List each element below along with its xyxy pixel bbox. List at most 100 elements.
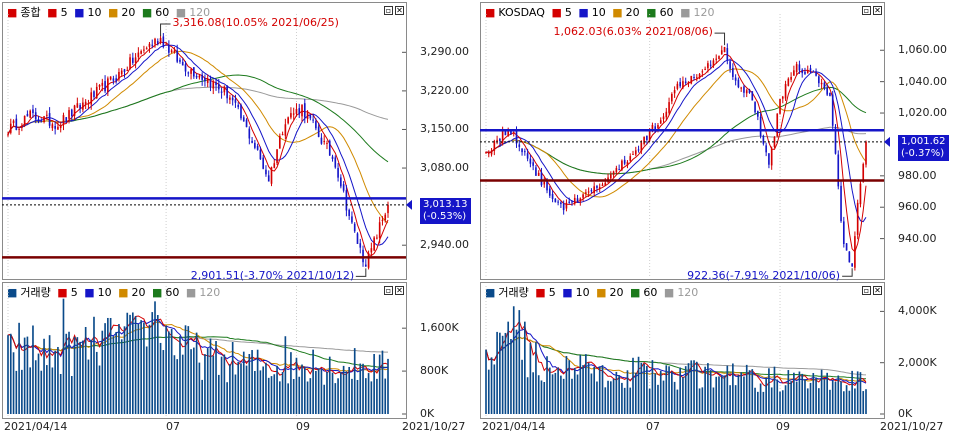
max-leader (160, 23, 171, 36)
volume-bar (9, 333, 12, 414)
close-icon[interactable]: ✕ (395, 286, 404, 295)
candle-body (779, 98, 781, 114)
maximize-icon[interactable]: ▫ (862, 6, 871, 15)
candle-body (790, 76, 792, 80)
volume-bar (57, 346, 59, 414)
candle-body (659, 120, 662, 124)
volume-bar (518, 310, 521, 414)
candle-body (87, 103, 90, 105)
volume-bar (270, 376, 273, 414)
volume-bar (671, 371, 673, 414)
candle-body (576, 198, 579, 202)
volume-bar (29, 367, 32, 414)
volume-bar (806, 388, 809, 414)
candle-body (585, 192, 587, 194)
volume-bar (512, 306, 515, 414)
candle-body (651, 124, 654, 131)
vol-ma10-line (7, 319, 389, 374)
volume-bar (840, 381, 842, 414)
volume-bar (315, 371, 317, 414)
volume-bar (359, 363, 362, 414)
maximize-icon[interactable]: ▫ (384, 286, 393, 295)
close-icon[interactable]: ✕ (873, 286, 882, 295)
volume-bar (593, 366, 596, 414)
candle-body (328, 140, 331, 156)
volume-bar (356, 379, 359, 414)
candle-body (145, 48, 148, 50)
volume-bar (18, 322, 20, 414)
candle-body (579, 198, 582, 202)
volume-bar (551, 374, 554, 414)
candle-body (701, 71, 704, 73)
candle-body (26, 113, 29, 117)
candle-body (615, 168, 618, 173)
candle-body (490, 150, 493, 155)
left-volume-legend: ■ 거래량 ■ 5 ■ 10 ■ 20 ■ 60 ■ 120 (7, 286, 221, 299)
candle-body (351, 216, 353, 223)
volume-bar (651, 360, 654, 414)
y-tick-label: 3,220.00 (420, 83, 469, 97)
candle-body (768, 153, 770, 165)
candle-body (840, 185, 842, 222)
candle-body (256, 145, 259, 150)
maximize-icon[interactable]: ▫ (862, 286, 871, 295)
volume-bar (373, 353, 375, 414)
volume-bar (70, 376, 73, 414)
candle-body (104, 81, 106, 92)
candle-body (693, 76, 695, 78)
volume-bar (709, 370, 712, 414)
volume-bar (367, 373, 370, 414)
volume-bar (623, 387, 626, 414)
candle-body (62, 115, 65, 125)
y-tick-label: 2,940.00 (420, 238, 469, 252)
y-tick-label: 3,290.00 (420, 45, 469, 59)
candle-body (504, 130, 507, 136)
volume-bar (657, 384, 659, 414)
candle-body (609, 174, 612, 179)
volume-bar (798, 371, 801, 414)
volume-bar (248, 353, 251, 414)
candle-body (668, 102, 670, 113)
candle-body (18, 128, 20, 130)
volume-bar (387, 358, 389, 414)
candle-body (109, 76, 112, 80)
volume-bar (95, 351, 98, 414)
volume-bar (298, 376, 301, 414)
candle-body (818, 76, 820, 84)
candle-body (571, 201, 573, 203)
volume-bar (848, 390, 851, 414)
volume-bar (499, 332, 501, 414)
candle-body (795, 64, 798, 73)
max-leader (714, 32, 726, 46)
candle-body (384, 214, 387, 221)
volume-bar (659, 370, 662, 414)
close-icon[interactable]: ✕ (395, 6, 404, 15)
candle-body (320, 137, 323, 144)
close-icon[interactable]: ✕ (873, 6, 882, 15)
candle-body (798, 64, 801, 71)
candle-body (562, 203, 565, 211)
candle-body (195, 75, 198, 78)
volume-bar (240, 363, 242, 414)
ma10-line (485, 59, 867, 223)
candle-body (573, 197, 576, 204)
candle-body (859, 183, 862, 205)
candle-body (856, 202, 859, 235)
volume-bar (176, 359, 179, 414)
candle-body (356, 233, 359, 244)
volume-bar (507, 321, 510, 414)
left-x-label-end: 2021/10/27 (402, 420, 466, 433)
volume-bar (348, 366, 350, 414)
candle-body (267, 175, 270, 182)
volume-bar (317, 368, 320, 414)
candle-body (532, 162, 534, 166)
volume-bar (281, 372, 284, 414)
volume-bar (295, 357, 298, 414)
volume-bar (687, 363, 690, 414)
volume-bar (557, 367, 559, 414)
volume-bar (579, 354, 582, 414)
maximize-icon[interactable]: ▫ (384, 6, 393, 15)
candle-body (273, 163, 276, 168)
volume-bar (607, 380, 609, 414)
candle-body (306, 113, 309, 119)
